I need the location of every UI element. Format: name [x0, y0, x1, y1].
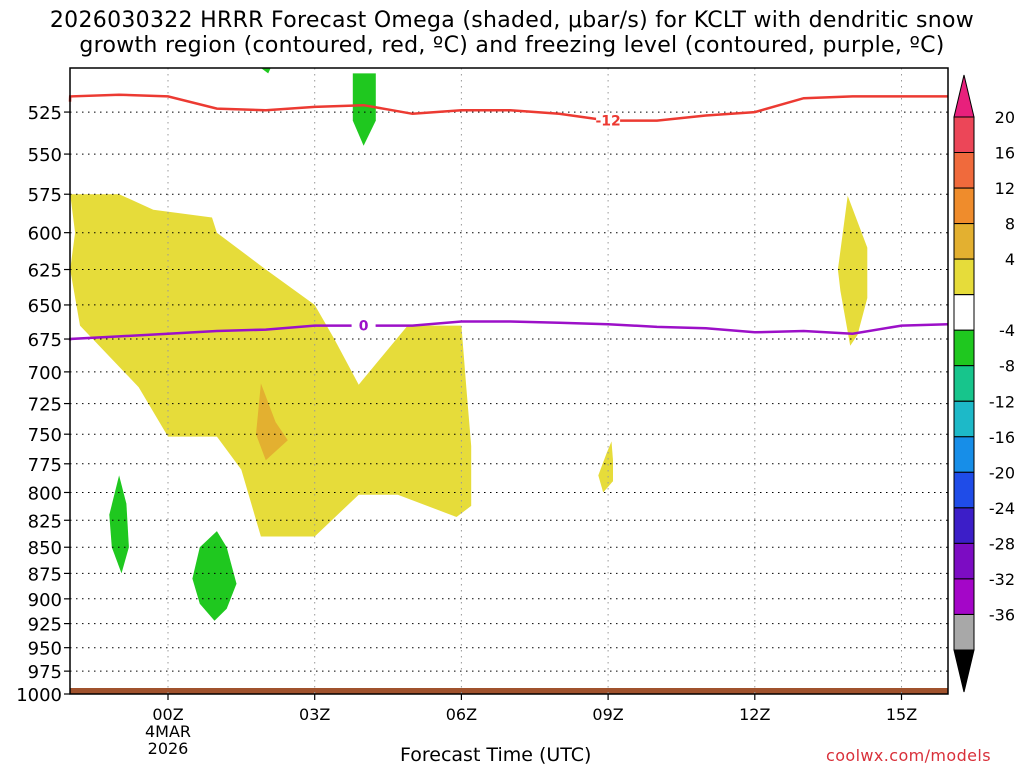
omega-region-6	[109, 475, 129, 574]
y-tick-label-600: 600	[28, 224, 62, 245]
colorbar-label-11: -28	[989, 534, 1015, 553]
y-tick-label-675: 675	[28, 330, 62, 351]
x-tick-label-06Z: 06Z	[446, 705, 477, 724]
x-tick-label-00Z: 00Z	[152, 705, 183, 724]
y-tick-label-950: 950	[28, 639, 62, 660]
y-tick-label-900: 900	[28, 590, 62, 611]
x-tick-sublabel-0: 4MAR	[145, 722, 191, 741]
colorbar-label-12: -32	[989, 570, 1015, 589]
x-tick-label-12Z: 12Z	[739, 705, 770, 724]
ground-surface	[70, 688, 948, 694]
grid-lines	[70, 68, 948, 694]
omega-region-5	[260, 68, 271, 74]
colorbar-label-3: 8	[1005, 215, 1015, 234]
y-tick-label-875: 875	[28, 564, 62, 585]
colorbar-label-4: 4	[1005, 250, 1015, 269]
y-axis-ticks: 525 550 575 600 625 650 675 700 725 750 775 800 825 8…	[16, 103, 70, 706]
colorbar-segment-7	[953, 365, 975, 402]
colorbar-label-8: -16	[989, 428, 1015, 447]
y-tick-label-975: 975	[28, 662, 62, 683]
chart-title-line1: 2026030322 HRRR Forecast Omega (shaded, …	[49, 8, 975, 33]
y-tick-label-625: 625	[28, 261, 62, 282]
omega-colorbar: 20 16 12 8 4 -4 -8 -12 -16 -20 -24 -28 -32 -36	[953, 74, 1015, 693]
y-tick-label-725: 725	[28, 395, 62, 416]
contour-label-bg-1	[351, 317, 376, 334]
plot-frame	[69, 67, 949, 695]
y-tick-label-750: 750	[28, 425, 62, 446]
y-tick-label-525: 525	[28, 103, 62, 124]
colorbar-bottom-triangle	[953, 649, 975, 693]
y-tick-label-800: 800	[28, 483, 62, 504]
colorbar-segment-14	[953, 614, 975, 651]
colorbar-segment-11	[953, 507, 975, 544]
x-tick-label-15Z: 15Z	[886, 705, 917, 724]
colorbar-label-6: -8	[999, 357, 1015, 376]
contour-label-bg-0	[596, 112, 621, 129]
colorbar-top-triangle	[953, 74, 975, 118]
colorbar-segment-6	[953, 329, 975, 367]
y-tick-label-825: 825	[28, 511, 62, 532]
y-tick-label-1000: 1000	[16, 685, 62, 706]
colorbar-label-10: -24	[989, 499, 1015, 518]
x-axis-label: Forecast Time (UTC)	[400, 744, 592, 766]
credit-link[interactable]: coolwx.com/models	[826, 746, 991, 765]
x-tick-label-03Z: 03Z	[299, 705, 330, 724]
omega-region-4	[352, 73, 376, 146]
colorbar-label-5: -4	[999, 321, 1015, 340]
colorbar-segment-1	[953, 152, 975, 189]
omega-region-1	[598, 441, 613, 493]
omega-region-2	[837, 195, 868, 346]
colorbar-segment-0	[953, 116, 975, 153]
omega-region-3	[256, 383, 288, 461]
contour-label-0: -12	[595, 114, 620, 130]
omega-region-0	[70, 194, 472, 537]
y-tick-label-575: 575	[28, 185, 62, 206]
y-tick-label-650: 650	[28, 296, 62, 317]
y-tick-label-550: 550	[28, 145, 62, 166]
x-tick-sublabel-1: 2026	[148, 739, 189, 758]
y-tick-label-700: 700	[28, 363, 62, 384]
colorbar-segment-9	[953, 436, 975, 473]
colorbar-segment-5	[953, 294, 975, 331]
colorbar-segment-2	[953, 187, 975, 225]
colorbar-segment-10	[953, 471, 975, 509]
colorbar-label-7: -12	[989, 392, 1015, 411]
colorbar-label-1: 16	[995, 144, 1015, 163]
colorbar-segment-3	[953, 223, 975, 260]
colorbar-segment-13	[953, 578, 975, 615]
colorbar-label-0: 20	[995, 108, 1015, 127]
y-tick-label-775: 775	[28, 455, 62, 476]
y-tick-label-925: 925	[28, 615, 62, 636]
omega-shading-layer	[70, 68, 868, 621]
colorbar-label-13: -36	[989, 606, 1015, 625]
y-tick-label-850: 850	[28, 538, 62, 559]
contour-line-0	[68, 93, 948, 122]
colorbar-label-9: -20	[989, 463, 1015, 482]
colorbar-segment-12	[953, 542, 975, 580]
colorbar-label-2: 12	[995, 179, 1015, 198]
colorbar-segment-4	[953, 258, 975, 296]
contour-label-1: 0	[359, 319, 369, 335]
omega-region-7	[192, 531, 237, 621]
contour-line-1	[68, 320, 949, 341]
chart-title-line2: growth region (contoured, red, ºC) and f…	[79, 33, 945, 58]
contour-layer: -12 0	[68, 93, 949, 341]
colorbar-segment-8	[953, 400, 975, 438]
x-tick-label-09Z: 09Z	[592, 705, 623, 724]
